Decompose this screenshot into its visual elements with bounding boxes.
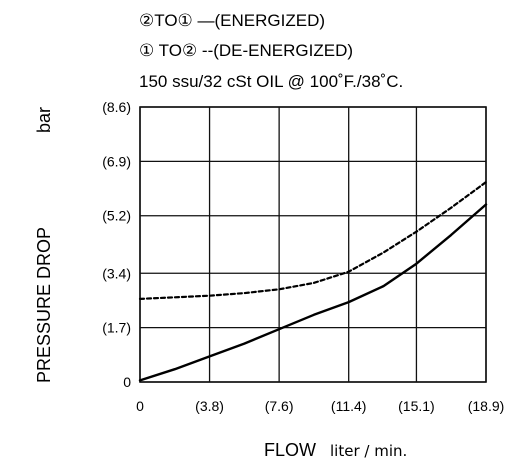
legend-de-energized: ① TO② --(DE-ENERGIZED): [139, 41, 353, 60]
x-tick-label-1: (3.8): [195, 398, 224, 414]
chart-grid: [139, 106, 487, 383]
y-tick-label-2: (3.4): [102, 265, 131, 281]
y-axis-unit: bar: [34, 107, 54, 133]
x-tick-label-2: (7.6): [265, 398, 294, 414]
x-tick-labels: 0 (3.8) (7.6) (11.4) (15.1) (18.9): [136, 398, 504, 414]
y-tick-labels: 0 (1.7) (3.4) (5.2) (6.9) (8.6): [102, 99, 131, 390]
legend-energized: ②TO① —(ENERGIZED): [139, 11, 325, 30]
plot-border: [139, 106, 487, 383]
series-line-de-energized: [138, 181, 488, 300]
y-tick-label-3: (5.2): [102, 208, 131, 224]
series-line-energized: [138, 203, 488, 382]
y-axis-title: PRESSURE DROP: [34, 227, 54, 383]
y-tick-label-0: 0: [123, 374, 131, 390]
x-tick-label-5: (18.9): [468, 398, 505, 414]
chart-legend: ②TO① —(ENERGIZED) ① TO② --(DE-ENERGIZED)…: [139, 11, 403, 91]
x-axis-title: FLOW: [264, 440, 316, 460]
x-axis-unit: liter / min.: [330, 442, 407, 460]
y-tick-label-1: (1.7): [102, 320, 131, 336]
x-tick-label-3: (11.4): [331, 398, 367, 414]
plot-frame: [139, 106, 487, 383]
chart-series: [138, 181, 488, 382]
y-tick-label-5: (8.6): [102, 99, 131, 115]
legend-oil-condition: 150 ssu/32 cSt OIL @ 100˚F./38˚C.: [139, 72, 403, 91]
x-tick-label-4: (15.1): [398, 398, 435, 414]
y-tick-label-4: (6.9): [102, 153, 131, 169]
x-tick-label-0: 0: [136, 398, 144, 414]
